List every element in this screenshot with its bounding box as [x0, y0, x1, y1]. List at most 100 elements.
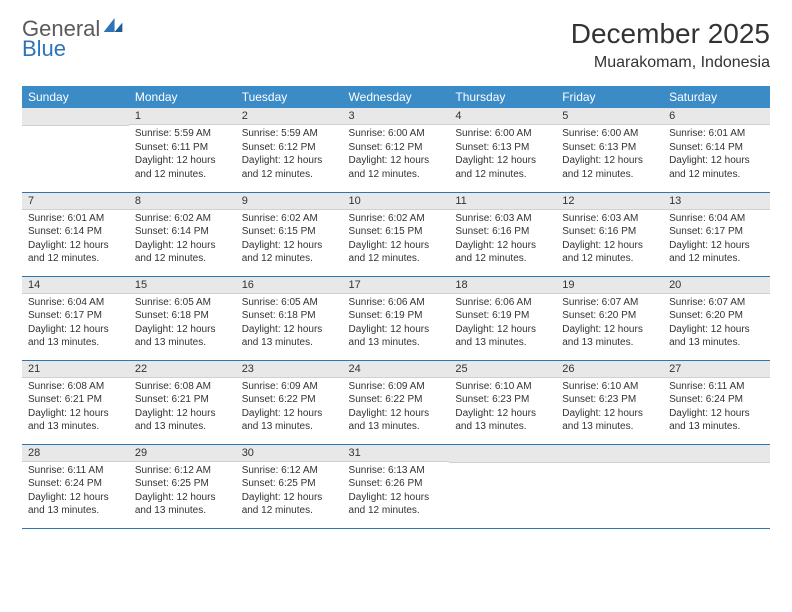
day-number: 19 — [556, 277, 663, 294]
cell-line: Daylight: 12 hours — [349, 323, 444, 337]
day-number: 18 — [449, 277, 556, 294]
cell-line: Sunset: 6:24 PM — [669, 393, 764, 407]
cell-line: Sunrise: 6:01 AM — [28, 212, 123, 226]
day-number: 29 — [129, 445, 236, 462]
cell-line: Sunset: 6:14 PM — [135, 225, 230, 239]
cell-line: Sunrise: 6:02 AM — [349, 212, 444, 226]
cell-body: Sunrise: 6:04 AMSunset: 6:17 PMDaylight:… — [22, 294, 129, 354]
cell-line: and 12 minutes. — [242, 252, 337, 266]
cell-line: Sunset: 6:14 PM — [28, 225, 123, 239]
cell-line: Daylight: 12 hours — [349, 154, 444, 168]
cell-line: Daylight: 12 hours — [669, 154, 764, 168]
cell-body: Sunrise: 6:05 AMSunset: 6:18 PMDaylight:… — [129, 294, 236, 354]
cell-body: Sunrise: 6:09 AMSunset: 6:22 PMDaylight:… — [236, 378, 343, 438]
cell-body: Sunrise: 6:08 AMSunset: 6:21 PMDaylight:… — [22, 378, 129, 438]
cell-line: and 13 minutes. — [349, 336, 444, 350]
cell-line: Sunrise: 6:11 AM — [28, 464, 123, 478]
cell-line: Sunrise: 6:05 AM — [242, 296, 337, 310]
cell-line: Sunset: 6:15 PM — [242, 225, 337, 239]
cell-line: and 12 minutes. — [349, 252, 444, 266]
cell-line: Sunrise: 6:03 AM — [562, 212, 657, 226]
weekday-header: Monday — [129, 86, 236, 108]
cell-line: Sunrise: 6:00 AM — [562, 127, 657, 141]
cell-line: Sunrise: 6:10 AM — [455, 380, 550, 394]
month-title: December 2025 — [571, 18, 770, 50]
day-number — [663, 445, 770, 463]
cell-line: and 13 minutes. — [28, 336, 123, 350]
cell-body: Sunrise: 6:09 AMSunset: 6:22 PMDaylight:… — [343, 378, 450, 438]
calendar-cell: 23Sunrise: 6:09 AMSunset: 6:22 PMDayligh… — [236, 360, 343, 444]
cell-line: Daylight: 12 hours — [455, 407, 550, 421]
cell-line: Daylight: 12 hours — [135, 407, 230, 421]
cell-line: and 12 minutes. — [135, 168, 230, 182]
cell-body — [22, 126, 129, 132]
cell-line: Sunrise: 6:09 AM — [242, 380, 337, 394]
day-number: 12 — [556, 193, 663, 210]
cell-line: and 13 minutes. — [135, 420, 230, 434]
cell-line: and 12 minutes. — [669, 252, 764, 266]
day-number: 14 — [22, 277, 129, 294]
day-number: 1 — [129, 108, 236, 125]
cell-line: Sunrise: 6:02 AM — [242, 212, 337, 226]
calendar-week-row: 1Sunrise: 5:59 AMSunset: 6:11 PMDaylight… — [22, 108, 770, 192]
cell-line: and 13 minutes. — [455, 420, 550, 434]
calendar-cell: 5Sunrise: 6:00 AMSunset: 6:13 PMDaylight… — [556, 108, 663, 192]
cell-line: and 13 minutes. — [242, 336, 337, 350]
calendar-cell: 22Sunrise: 6:08 AMSunset: 6:21 PMDayligh… — [129, 360, 236, 444]
cell-line: Daylight: 12 hours — [562, 407, 657, 421]
cell-line: Daylight: 12 hours — [135, 491, 230, 505]
cell-line: Sunrise: 6:04 AM — [669, 212, 764, 226]
cell-line: Daylight: 12 hours — [135, 239, 230, 253]
cell-line: Sunset: 6:12 PM — [349, 141, 444, 155]
cell-body — [449, 463, 556, 469]
cell-line: and 13 minutes. — [242, 420, 337, 434]
cell-body: Sunrise: 6:04 AMSunset: 6:17 PMDaylight:… — [663, 210, 770, 270]
cell-line: Daylight: 12 hours — [349, 407, 444, 421]
cell-line: Daylight: 12 hours — [135, 154, 230, 168]
cell-body: Sunrise: 6:01 AMSunset: 6:14 PMDaylight:… — [663, 125, 770, 185]
cell-line: and 12 minutes. — [28, 252, 123, 266]
cell-line: Sunrise: 5:59 AM — [135, 127, 230, 141]
cell-body: Sunrise: 6:12 AMSunset: 6:25 PMDaylight:… — [129, 462, 236, 522]
calendar-week-row: 21Sunrise: 6:08 AMSunset: 6:21 PMDayligh… — [22, 360, 770, 444]
logo-text-blue: Blue — [22, 38, 124, 60]
cell-body — [556, 463, 663, 469]
calendar-cell: 8Sunrise: 6:02 AMSunset: 6:14 PMDaylight… — [129, 192, 236, 276]
weekday-header: Saturday — [663, 86, 770, 108]
calendar-week-row: 14Sunrise: 6:04 AMSunset: 6:17 PMDayligh… — [22, 276, 770, 360]
cell-body: Sunrise: 6:07 AMSunset: 6:20 PMDaylight:… — [663, 294, 770, 354]
cell-body: Sunrise: 6:12 AMSunset: 6:25 PMDaylight:… — [236, 462, 343, 522]
cell-line: Daylight: 12 hours — [455, 323, 550, 337]
cell-body: Sunrise: 6:10 AMSunset: 6:23 PMDaylight:… — [449, 378, 556, 438]
cell-line: Sunrise: 6:00 AM — [455, 127, 550, 141]
cell-line: and 13 minutes. — [28, 420, 123, 434]
cell-body: Sunrise: 6:02 AMSunset: 6:15 PMDaylight:… — [236, 210, 343, 270]
cell-line: Sunrise: 6:06 AM — [455, 296, 550, 310]
day-number: 7 — [22, 193, 129, 210]
cell-line: Sunset: 6:11 PM — [135, 141, 230, 155]
cell-line: Sunset: 6:13 PM — [562, 141, 657, 155]
cell-line: and 13 minutes. — [135, 336, 230, 350]
cell-line: and 12 minutes. — [562, 252, 657, 266]
calendar-week-row: 7Sunrise: 6:01 AMSunset: 6:14 PMDaylight… — [22, 192, 770, 276]
calendar-cell: 4Sunrise: 6:00 AMSunset: 6:13 PMDaylight… — [449, 108, 556, 192]
cell-line: Sunset: 6:12 PM — [242, 141, 337, 155]
calendar-cell: 7Sunrise: 6:01 AMSunset: 6:14 PMDaylight… — [22, 192, 129, 276]
cell-line: Sunset: 6:13 PM — [455, 141, 550, 155]
day-number: 27 — [663, 361, 770, 378]
day-number: 17 — [343, 277, 450, 294]
cell-line: Daylight: 12 hours — [669, 323, 764, 337]
cell-line: and 13 minutes. — [562, 336, 657, 350]
cell-line: Sunset: 6:15 PM — [349, 225, 444, 239]
calendar-week-row: 28Sunrise: 6:11 AMSunset: 6:24 PMDayligh… — [22, 444, 770, 528]
day-number: 11 — [449, 193, 556, 210]
day-number: 30 — [236, 445, 343, 462]
location: Muarakomam, Indonesia — [571, 54, 770, 72]
cell-line: Sunrise: 6:12 AM — [242, 464, 337, 478]
calendar-cell: 31Sunrise: 6:13 AMSunset: 6:26 PMDayligh… — [343, 444, 450, 528]
cell-line: Sunrise: 6:07 AM — [669, 296, 764, 310]
cell-line: Sunrise: 6:08 AM — [28, 380, 123, 394]
cell-line: Sunrise: 6:09 AM — [349, 380, 444, 394]
calendar-cell: 26Sunrise: 6:10 AMSunset: 6:23 PMDayligh… — [556, 360, 663, 444]
calendar-cell: 27Sunrise: 6:11 AMSunset: 6:24 PMDayligh… — [663, 360, 770, 444]
